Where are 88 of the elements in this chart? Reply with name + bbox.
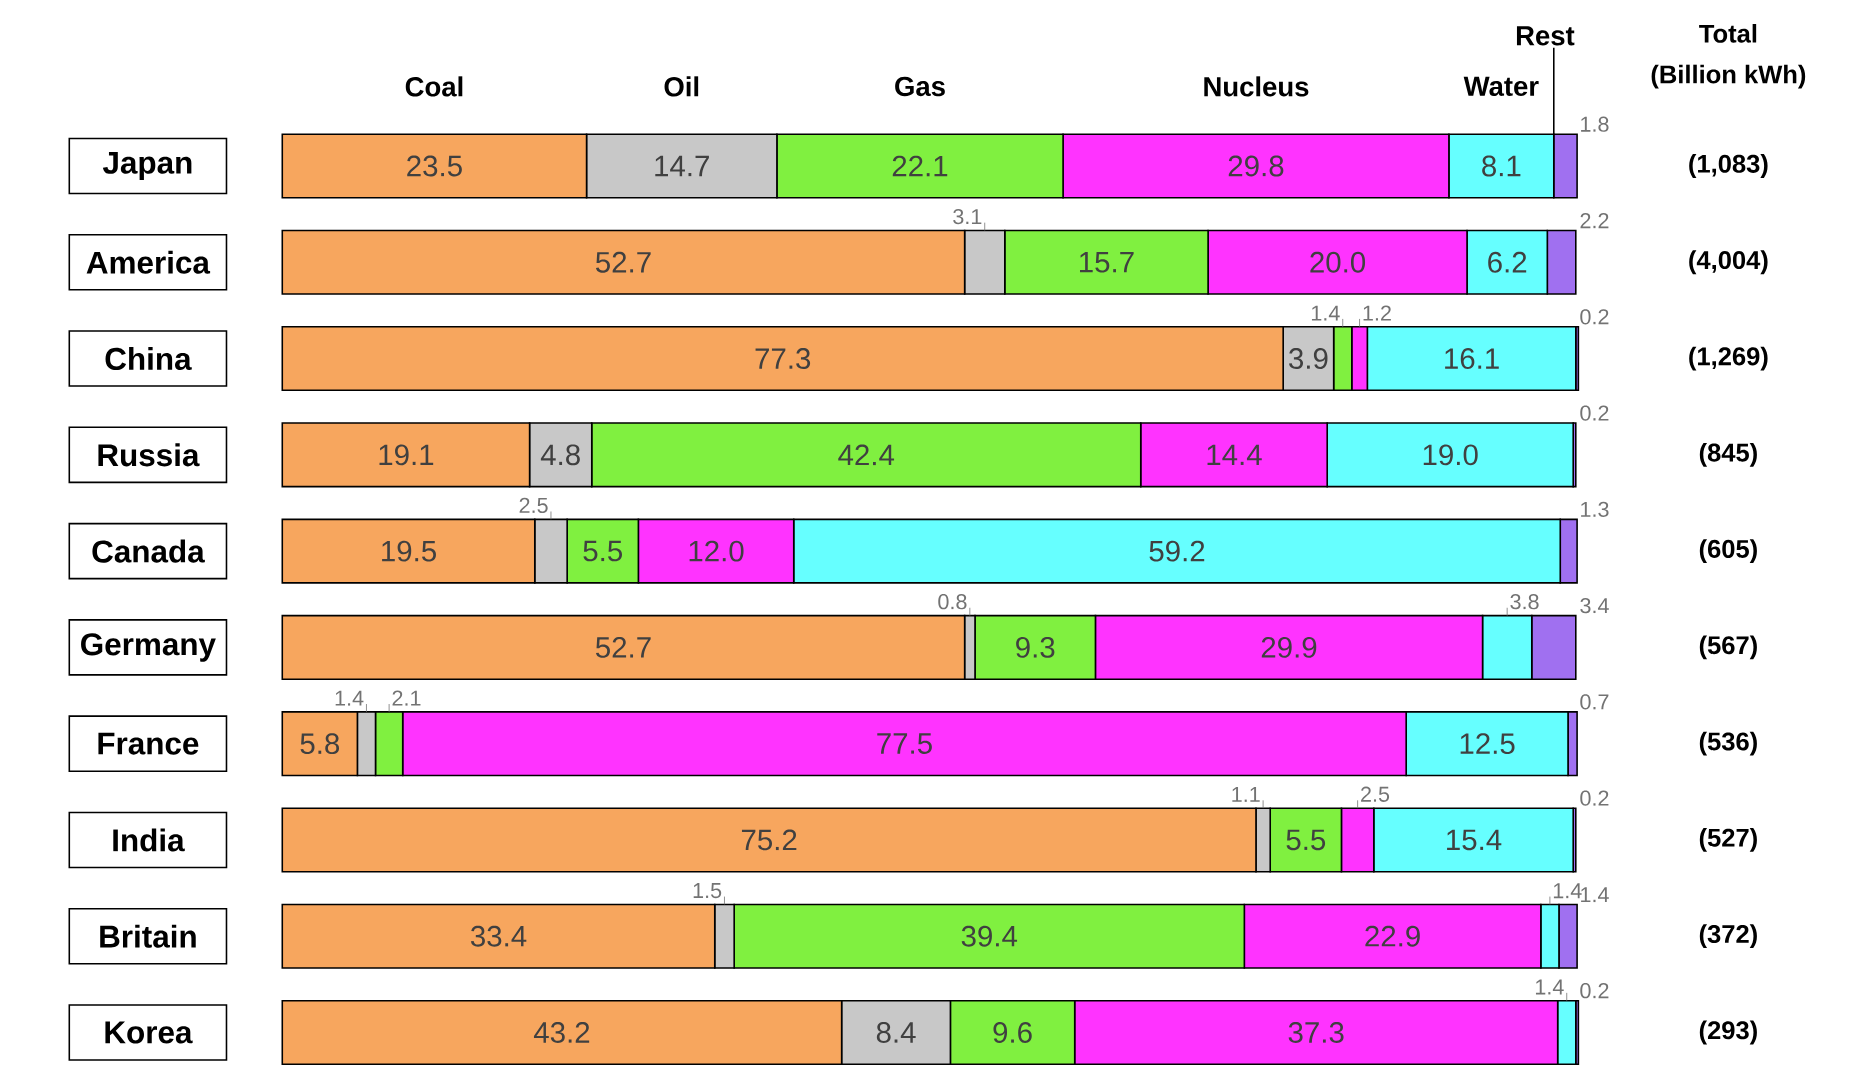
text: (567) xyxy=(1699,635,1757,660)
data-label: 3.1 xyxy=(953,209,982,225)
data-label: 77.3 xyxy=(755,348,811,370)
data-label: 22.1 xyxy=(892,155,948,177)
data-label: 1.1 xyxy=(1232,787,1260,803)
series-label: Nucleus xyxy=(1204,76,1309,97)
y-tick-label: America xyxy=(86,251,211,275)
data-label: 1.4 xyxy=(1535,979,1564,995)
y-tick-label: Germany xyxy=(81,633,216,662)
y-tick-label: Canada xyxy=(92,539,205,563)
data-label: 0.2 xyxy=(1580,405,1609,421)
data-label: 4.8 xyxy=(540,444,580,466)
data-label: 14.7 xyxy=(655,156,709,177)
data-label: 1.8 xyxy=(1581,116,1609,133)
data-label: 2.2 xyxy=(1580,213,1609,229)
data-label: 1.4 xyxy=(1581,887,1609,903)
data-label: 39.4 xyxy=(961,926,1018,947)
data-label: 0.2 xyxy=(1580,983,1609,999)
data-label: 2.1 xyxy=(392,690,421,706)
data-label: 77.5 xyxy=(877,733,932,755)
text: (1,269) xyxy=(1689,346,1768,371)
data-label: 75.2 xyxy=(741,829,797,851)
data-label: 12.0 xyxy=(689,540,744,562)
data-label: 5.5 xyxy=(583,541,623,562)
data-label: 1.4 xyxy=(1553,883,1582,899)
data-label: 2.5 xyxy=(519,498,548,514)
text: (Billion kWh) xyxy=(1651,64,1806,89)
text: (527) xyxy=(1699,828,1757,853)
data-label: 22.9 xyxy=(1365,926,1420,947)
data-label: 3.4 xyxy=(1580,598,1609,614)
y-tick-label: Britain xyxy=(100,924,196,949)
data-label: 2.5 xyxy=(1361,786,1390,803)
series-label: Coal xyxy=(405,76,463,97)
data-label: 52.7 xyxy=(595,252,651,273)
text: Rest xyxy=(1516,26,1575,46)
data-label: 1.4 xyxy=(335,691,364,706)
data-label: 6.2 xyxy=(1488,252,1527,273)
data-label: 9.6 xyxy=(993,1022,1032,1044)
data-label: 37.3 xyxy=(1288,1022,1344,1044)
data-label: 59.2 xyxy=(1149,540,1205,562)
data-label: 15.4 xyxy=(1447,829,1502,851)
data-label: 0.2 xyxy=(1580,309,1609,325)
series-label: Water xyxy=(1463,77,1539,97)
data-label: 16.1 xyxy=(1445,348,1499,370)
data-label: 3.9 xyxy=(1289,348,1328,370)
text: (372) xyxy=(1699,924,1757,949)
data-label: 12.5 xyxy=(1460,733,1515,755)
data-label: 8.1 xyxy=(1482,155,1521,177)
data-label: 20.0 xyxy=(1310,252,1366,273)
data-label: 19.1 xyxy=(379,444,434,466)
data-label: 43.2 xyxy=(533,1022,590,1044)
data-label: 5.8 xyxy=(300,733,340,755)
data-label: 1.3 xyxy=(1581,501,1609,518)
data-label: 0.2 xyxy=(1580,790,1609,807)
data-label: 19.5 xyxy=(382,540,436,562)
text: (605) xyxy=(1699,539,1757,564)
data-label: 1.2 xyxy=(1363,305,1391,321)
text: (536) xyxy=(1699,731,1757,756)
y-tick-label: Korea xyxy=(105,1021,193,1044)
data-label: 29.9 xyxy=(1261,637,1317,659)
text: Total xyxy=(1699,24,1757,43)
y-tick-label: Japan xyxy=(102,152,192,181)
data-label: 5.5 xyxy=(1286,829,1326,851)
data-label: 15.7 xyxy=(1080,252,1134,273)
data-label: 8.4 xyxy=(876,1022,916,1044)
text: (4,004) xyxy=(1689,250,1768,275)
data-label: 1.4 xyxy=(1311,305,1340,321)
data-label: 9.3 xyxy=(1016,637,1055,659)
y-tick-label: China xyxy=(105,347,192,371)
data-label: 1.5 xyxy=(693,883,722,899)
text: (1,083) xyxy=(1689,154,1768,179)
y-tick-label: France xyxy=(98,732,199,755)
text: (845) xyxy=(1699,443,1757,467)
data-label: 0.7 xyxy=(1580,694,1609,710)
data-label: 14.4 xyxy=(1207,444,1262,466)
series-label: Oil xyxy=(664,76,699,97)
data-label: 33.4 xyxy=(470,926,527,947)
series-label: Gas xyxy=(895,76,945,97)
text: (293) xyxy=(1699,1020,1757,1045)
data-label: 52.7 xyxy=(595,637,651,659)
data-label: 23.5 xyxy=(407,155,462,177)
y-tick-label: Russia xyxy=(98,443,200,467)
data-label: 42.4 xyxy=(838,444,895,466)
data-label: 3.8 xyxy=(1510,594,1539,610)
data-label: 19.0 xyxy=(1423,444,1478,466)
data-label: 29.8 xyxy=(1228,155,1284,177)
y-tick-label: India xyxy=(113,828,185,852)
data-label: 0.8 xyxy=(938,594,967,610)
